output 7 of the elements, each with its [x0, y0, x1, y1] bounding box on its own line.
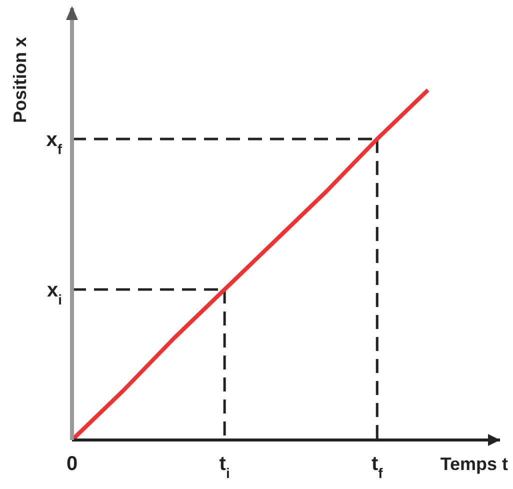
ref-line-label: x$_{i}$ [46, 280, 62, 308]
x-tick-label: 0 [66, 453, 78, 475]
ref-line-label: x$_{f}$ [46, 129, 62, 157]
x-tick-label: t$_{i}$ [219, 453, 230, 481]
x-tick-label: t$_{f}$ [371, 453, 384, 481]
x-axis-title: Temps t [440, 454, 508, 474]
y-axis-title: Position x [10, 36, 30, 124]
